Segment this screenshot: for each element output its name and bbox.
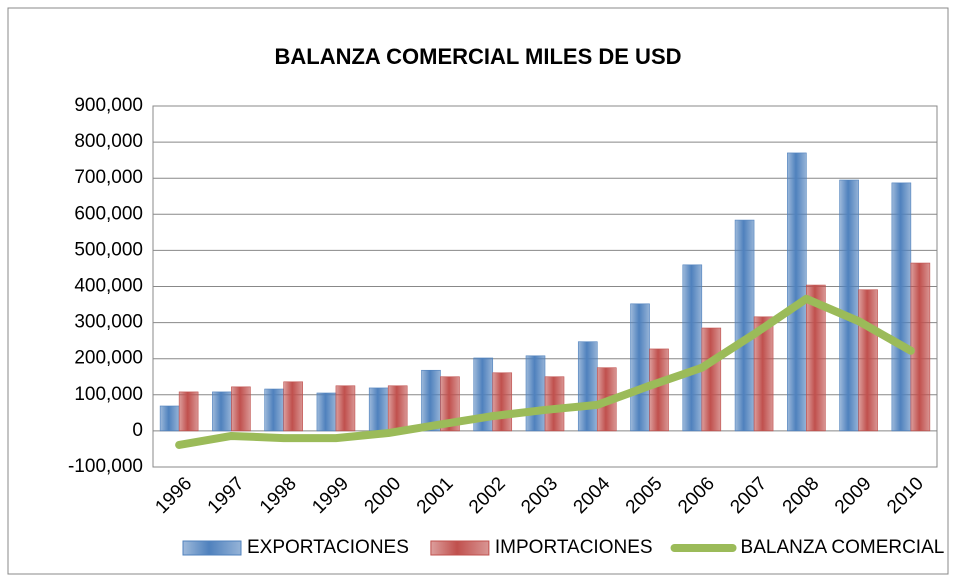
- y-tick-label: 0: [132, 420, 143, 441]
- y-tick-label: 400,000: [74, 276, 143, 297]
- legend-label: BALANZA COMERCIAL: [741, 537, 945, 558]
- y-tick-label: 200,000: [74, 348, 143, 369]
- bar: [649, 348, 669, 432]
- y-tick-label: 100,000: [74, 384, 143, 405]
- bar: [440, 376, 460, 432]
- legend-label: IMPORTACIONES: [495, 537, 653, 558]
- bar: [159, 405, 180, 432]
- legend-swatch: [182, 540, 242, 556]
- line: [175, 294, 915, 449]
- y-tick-label: 900,000: [74, 95, 143, 116]
- bar: [368, 387, 389, 432]
- legend-label: EXPORTACIONES: [247, 537, 409, 558]
- bar: [178, 391, 199, 432]
- y-tick-label: 300,000: [74, 312, 143, 333]
- chart-title: BALANZA COMERCIAL MILES DE USD: [275, 44, 682, 69]
- y-tick-label: -100,000: [68, 456, 143, 477]
- bar: [387, 385, 408, 432]
- bar: [492, 372, 513, 432]
- bar: [577, 341, 598, 432]
- bar: [212, 391, 232, 432]
- bar: [858, 289, 878, 432]
- bar: [910, 262, 931, 432]
- bar: [682, 264, 703, 432]
- bar: [753, 316, 774, 432]
- bar: [231, 386, 251, 432]
- y-tick-label: 700,000: [74, 167, 143, 188]
- bar: [787, 152, 807, 432]
- bar: [701, 327, 722, 432]
- bar: [316, 392, 337, 432]
- bar: [283, 381, 303, 432]
- bar: [806, 284, 826, 432]
- bar: [630, 303, 650, 432]
- bar: [264, 388, 284, 432]
- plot-border: [152, 105, 938, 468]
- y-tick-label: 800,000: [74, 131, 143, 152]
- y-tick-label: 600,000: [74, 203, 143, 224]
- legend-swatch: [430, 540, 490, 556]
- bar: [525, 355, 546, 432]
- bar: [734, 219, 755, 432]
- bar: [891, 182, 912, 432]
- bar: [839, 179, 859, 432]
- bar: [544, 376, 565, 432]
- bar: [335, 385, 356, 432]
- y-tick-label: 500,000: [74, 239, 143, 260]
